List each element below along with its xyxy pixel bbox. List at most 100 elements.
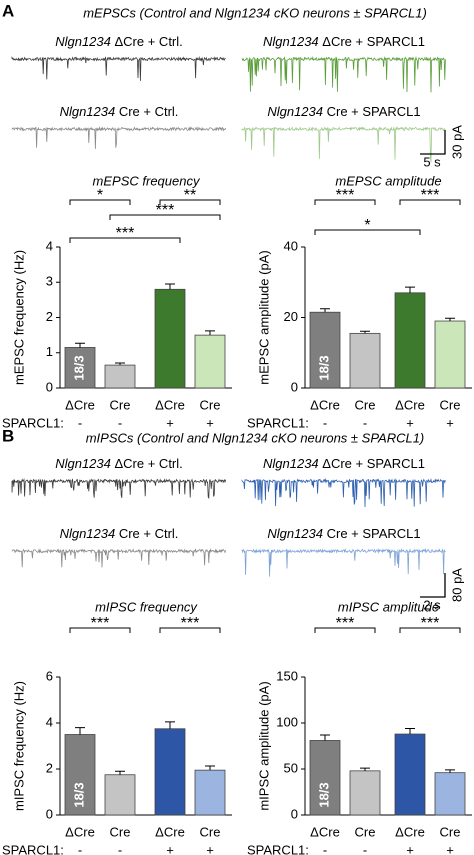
y-tick-label: 20 [284,309,298,324]
trace [11,55,226,81]
row-label: SPARCL1: [247,842,309,855]
trace-label: Nlgn1234 Cre + SPARCL1 [267,104,420,119]
category-label: Cre [440,397,461,412]
significance-bracket [69,199,131,205]
error-bar [75,342,85,348]
trace-gene: Nlgn1234 [60,526,116,541]
trace-condition: Cre + Ctrl. [115,104,178,119]
significance-label: *** [181,615,200,632]
bar [394,292,426,389]
y-tick-label: 50 [284,760,298,775]
trace [11,478,226,500]
significance-label: *** [336,615,355,632]
y-tick-label: 100 [276,714,298,729]
row-value: + [406,842,414,855]
scale-bar [420,573,446,598]
trace [241,547,446,577]
panel-title: mEPSCs (Control and Nlgn1234 cKO neurons… [83,5,427,20]
category-label: ΔCre [155,397,185,412]
trace-gene: Nlgn1234 [55,456,111,471]
y-axis-label: mEPSC frequency (Hz) [11,250,26,385]
y-axis-label: mIPSC frequency (Hz) [11,681,26,811]
scale-x: 5 s [423,154,441,169]
trace-gene: Nlgn1234 [267,104,323,119]
y-tick-label: 40 [284,238,298,253]
bar [64,347,96,389]
row-value: - [78,842,82,855]
y-tick-label: 2 [46,760,53,775]
trace-label: Nlgn1234 ΔCre + Ctrl. [55,34,183,49]
significance-label: *** [421,615,440,632]
row-label: SPARCL1: [2,842,64,855]
trace [11,548,226,568]
category-label: Cre [110,824,131,839]
category-label: Cre [200,397,221,412]
error-bar [445,769,455,773]
error-bar [320,308,330,313]
trace [241,126,446,163]
y-tick-label: 4 [46,238,53,253]
error-bar [360,767,370,771]
y-tick-label: 0 [46,379,53,394]
y-tick-label: 150 [276,668,298,683]
row-value: + [446,415,454,430]
chart-title: mIPSC frequency [95,599,198,614]
row-value: + [206,842,214,855]
category-label: ΔCre [155,824,185,839]
row-value: - [323,415,327,430]
error-bar [165,283,175,290]
trace-condition: Cre + SPARCL1 [323,104,421,119]
significance-label: *** [336,187,355,204]
trace [241,477,446,508]
significance-label: * [97,187,103,204]
category-label: ΔCre [310,824,340,839]
bar [434,320,466,389]
row-value: - [118,415,122,430]
n-label: 18/3 [71,782,86,807]
error-bar [445,317,455,322]
significance-bracket [314,229,421,235]
row-value: - [323,842,327,855]
error-bar [205,765,215,771]
trace-label: Nlgn1234 Cre + SPARCL1 [267,526,420,541]
category-label: ΔCre [310,397,340,412]
category-label: ΔCre [395,397,425,412]
trace-condition: ΔCre + Ctrl. [111,456,183,471]
significance-label: *** [421,187,440,204]
significance-bracket [69,237,181,243]
row-value: + [166,415,174,430]
panel-title: mIPSCs (Control and Nlgn1234 cKO neurons… [86,430,425,445]
category-label: Cre [110,397,131,412]
chart-title: mIPSC amplitude [338,599,439,614]
significance-bracket [69,627,131,633]
bar [194,769,226,816]
significance-bracket [159,627,221,633]
trace-gene: Nlgn1234 [263,456,319,471]
error-bar [360,330,370,334]
error-bar [320,734,330,741]
category-label: ΔCre [395,824,425,839]
scale-y: 80 pA [449,568,464,602]
bar [434,772,466,816]
row-value: - [78,415,82,430]
bar [154,728,186,816]
row-label: SPARCL1: [247,415,309,430]
significance-bracket [314,627,376,633]
category-label: Cre [355,824,376,839]
y-tick-label: 1 [46,344,53,359]
error-bar [115,770,125,775]
category-label: Cre [355,397,376,412]
trace-label: Nlgn1234 Cre + Ctrl. [60,104,179,119]
row-value: - [363,415,367,430]
significance-bracket [399,199,461,205]
row-value: + [206,415,214,430]
trace-condition: ΔCre + Ctrl. [111,34,183,49]
significance-label: *** [116,225,135,242]
y-axis-label: mEPSC amplitude (pA) [256,250,271,384]
trace-gene: Nlgn1234 [267,526,323,541]
trace [241,56,446,93]
panel-letter: B [2,426,14,445]
trace-label: Nlgn1234 Cre + Ctrl. [60,526,179,541]
trace-condition: ΔCre + SPARCL1 [319,456,425,471]
